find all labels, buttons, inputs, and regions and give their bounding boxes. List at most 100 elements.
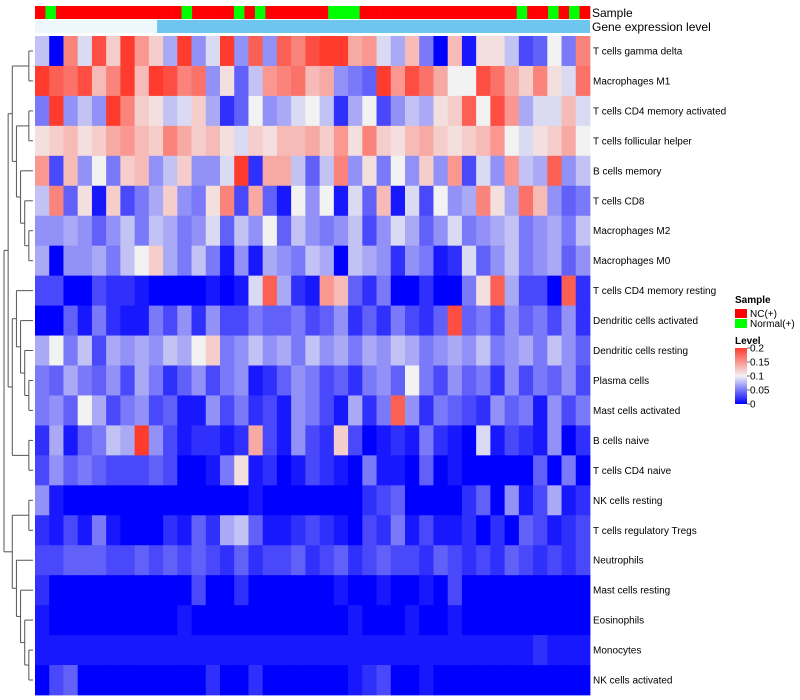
heatmap-cell [163, 95, 178, 127]
heatmap-cell [220, 65, 235, 97]
row-label: T cells follicular helper [593, 136, 692, 147]
heatmap-cell [49, 485, 64, 516]
row-label: Macrophages M0 [593, 256, 671, 267]
heatmap-cell [220, 635, 235, 666]
heatmap-cell [248, 305, 264, 336]
legend-swatch-nc [735, 309, 747, 318]
heatmap-cell [561, 245, 577, 277]
sample-annotation-cell [192, 6, 203, 19]
heatmap-cell [419, 36, 434, 67]
heatmap-cell [405, 485, 420, 516]
heatmap-cell [518, 36, 534, 67]
heatmap-cell [106, 365, 121, 396]
heatmap-cell [234, 455, 249, 486]
heatmap-cell [561, 185, 577, 217]
heatmap-cell [405, 545, 420, 576]
heatmap-cell [333, 245, 349, 277]
heatmap-cell [291, 425, 306, 456]
heatmap-cell [376, 635, 392, 666]
heatmap-cell [63, 575, 79, 606]
heatmap-cell [305, 65, 321, 97]
heatmap-cell [433, 95, 449, 127]
heatmap-cell [205, 125, 221, 157]
heatmap-cell [533, 455, 548, 486]
heatmap-cell [319, 65, 335, 97]
heatmap-cell [163, 635, 178, 666]
heatmap-cell [205, 335, 221, 366]
heatmap-cell [49, 125, 64, 157]
heatmap-cell [390, 455, 406, 486]
heatmap-cell [518, 215, 534, 247]
heatmap-cell [91, 95, 107, 127]
heatmap-cell [575, 425, 591, 456]
heatmap-cell [561, 665, 577, 696]
heatmap-cell [533, 155, 548, 187]
heatmap-cell [348, 425, 363, 456]
level-tick-label: 0.05 [750, 386, 770, 397]
heatmap-cell [433, 485, 449, 516]
heatmap-cell [333, 365, 349, 396]
heatmap-cell [77, 125, 93, 157]
heatmap-cell [419, 335, 434, 366]
heatmap-cell [433, 65, 449, 97]
heatmap-cell [447, 515, 463, 546]
heatmap-cell [49, 425, 64, 456]
heatmap-cell [220, 605, 235, 636]
heatmap-cell [205, 95, 221, 127]
heatmap-cell [191, 395, 207, 426]
heatmap-cell [106, 305, 121, 336]
heatmap-cell [547, 95, 562, 127]
heatmap-cell [77, 95, 93, 127]
heatmap-cell [348, 335, 363, 366]
heatmap-cell [63, 125, 79, 157]
heatmap-cell [561, 305, 577, 336]
heatmap-cell [205, 36, 221, 67]
heatmap-cell [319, 395, 335, 426]
heatmap-cell [291, 515, 306, 546]
heatmap-cell [376, 665, 392, 696]
heatmap-cell [49, 36, 64, 67]
sample-annotation-cell [118, 6, 130, 19]
heatmap-cell [547, 425, 562, 456]
heatmap-cell [518, 515, 534, 546]
row-label: Monocytes [593, 646, 641, 657]
heatmap-cell [348, 245, 363, 277]
sample-annotation-label: Sample [592, 6, 633, 20]
heatmap-cell [433, 335, 449, 366]
heatmap-cell [49, 545, 64, 576]
heatmap-cell [49, 95, 64, 127]
level-tick-label: 0.1 [750, 372, 764, 383]
heatmap-cell [533, 245, 548, 277]
heatmap-cell [547, 515, 562, 546]
level-tick-label: 0.2 [750, 344, 764, 355]
heatmap-cell [390, 635, 406, 666]
heatmap-cell [35, 36, 50, 67]
heatmap-cell [319, 665, 335, 696]
heatmap-cell [533, 125, 548, 157]
heatmap-cell [220, 365, 235, 396]
heatmap-cell [319, 365, 335, 396]
heatmap-cell [248, 95, 264, 127]
heatmap-cell [35, 215, 50, 247]
heatmap-cell [518, 485, 534, 516]
heatmap-cell [205, 545, 221, 576]
heatmap-cell [305, 305, 321, 336]
heatmap-cell [63, 65, 79, 97]
heatmap-cell [220, 155, 235, 187]
heatmap-cell [319, 635, 335, 666]
sample-annotation-cell [432, 6, 444, 19]
heatmap-cell [447, 665, 463, 696]
heatmap-cell [433, 395, 449, 426]
heatmap-cell [234, 515, 249, 546]
heatmap-cell [433, 365, 449, 396]
heatmap-cell [163, 365, 178, 396]
sample-annotation-cell [55, 6, 67, 19]
heatmap-cell [504, 215, 520, 247]
heatmap-cell [276, 635, 292, 666]
heatmap-cell [191, 575, 207, 606]
heatmap-cell [120, 275, 136, 306]
sample-annotation-cell [464, 6, 476, 19]
heatmap-cell [148, 125, 164, 157]
heatmap-cell [533, 95, 548, 127]
